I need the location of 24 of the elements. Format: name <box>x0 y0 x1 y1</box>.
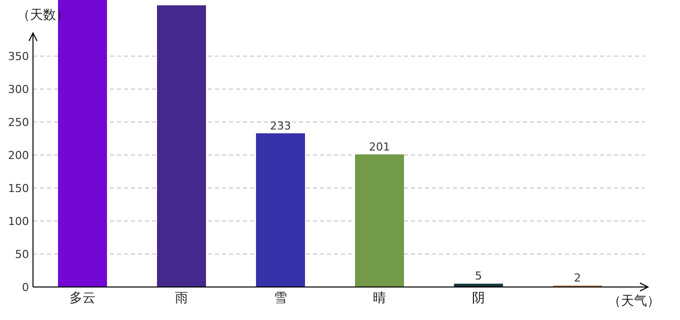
bar <box>256 133 305 287</box>
y-tick-label: 50 <box>15 248 29 262</box>
x-tick-label: 晴 <box>373 291 386 306</box>
x-tick-label: 阴 <box>472 291 485 306</box>
y-tick-label: 200 <box>8 149 29 162</box>
bar <box>454 284 503 287</box>
x-tick-label: 雪 <box>274 291 287 306</box>
bar <box>58 0 107 287</box>
y-tick-label: 300 <box>8 83 29 96</box>
y-tick-label: 150 <box>8 182 29 196</box>
bar <box>157 5 206 287</box>
bar <box>355 154 404 287</box>
data-label: 2 <box>574 272 581 285</box>
y-tick-label: 350 <box>8 50 29 64</box>
x-axis-title: （天气） <box>608 294 660 309</box>
y-tick-label: 100 <box>8 215 29 228</box>
x-tick-label: 雨 <box>175 291 188 306</box>
y-tick-label: 0 <box>22 281 29 294</box>
y-tick-label: 250 <box>8 116 29 130</box>
data-label: 233 <box>270 119 291 132</box>
data-label: 5 <box>475 270 482 283</box>
data-label: 201 <box>369 140 390 154</box>
x-tick-label: 多云 <box>70 291 96 306</box>
y-axis-title: （天数） <box>17 8 69 23</box>
